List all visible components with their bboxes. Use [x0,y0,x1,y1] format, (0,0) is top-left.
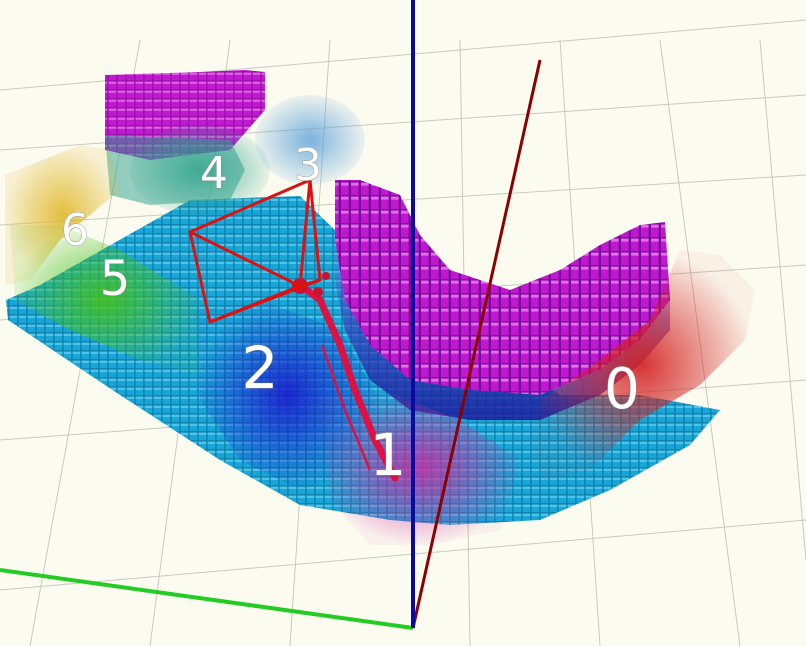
segment-label-5: 5 [100,251,131,307]
segment-label-3: 3 [294,140,322,191]
segment-label-1: 1 [370,421,407,489]
segment-label-2: 2 [242,334,279,402]
segment-label-6: 6 [61,205,89,256]
segment-label-0: 0 [604,357,640,422]
segment-label-4: 4 [200,148,228,199]
